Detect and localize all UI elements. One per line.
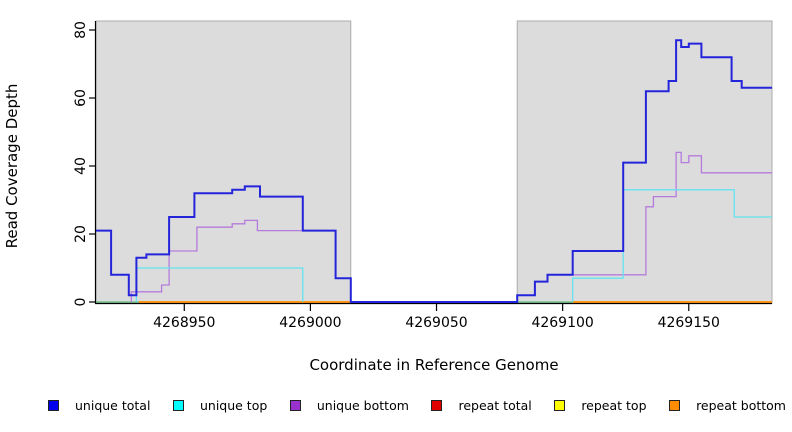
y-tick-label: 0 <box>73 298 89 307</box>
x-tick-label: 4269050 <box>405 315 467 331</box>
y-tick-label: 40 <box>73 157 89 175</box>
legend-label: unique top <box>199 398 268 413</box>
legend-swatch-unique-bottom <box>289 400 301 411</box>
chart-canvas: 0 20 40 60 80 4268950 4269000 4269050 4269100 426… <box>73 20 773 331</box>
legend-swatch-unique-top <box>172 400 184 411</box>
legend-label: unique total <box>75 398 151 413</box>
x-tick-label: 4269100 <box>531 315 593 331</box>
y-axis-title: Read Coverage Depth <box>3 83 21 249</box>
x-tick-label: 4268950 <box>153 315 215 331</box>
legend-item-unique-top: unique top <box>172 398 268 413</box>
x-axis-title: Coordinate in Reference Genome <box>309 356 559 374</box>
series-line-unique-total <box>96 39 772 303</box>
y-tick-label: 80 <box>73 21 89 39</box>
legend-item-unique-bottom: unique bottom <box>289 398 409 413</box>
legend-swatch-repeat-top <box>554 400 566 411</box>
legend-item-unique-total: unique total <box>48 398 150 413</box>
legend-swatch-repeat-total <box>431 400 443 411</box>
legend-item-repeat-total: repeat total <box>431 398 532 413</box>
legend-item-repeat-bottom: repeat bottom <box>669 398 786 413</box>
chart-legend: unique total unique top unique bottom re… <box>48 398 786 413</box>
x-tick-label: 4269000 <box>279 315 341 331</box>
shaded-region <box>95 20 352 304</box>
legend-label: unique bottom <box>316 398 409 413</box>
legend-label: repeat total <box>458 398 532 413</box>
legend-swatch-repeat-bottom <box>669 400 681 411</box>
y-tick-label: 60 <box>73 89 89 107</box>
legend-item-repeat-top: repeat top <box>554 398 647 413</box>
y-tick-label: 20 <box>73 225 89 243</box>
legend-swatch-unique-total <box>48 400 59 411</box>
x-tick-label: 4269150 <box>658 315 720 331</box>
legend-label: repeat bottom <box>696 398 786 413</box>
legend-label: repeat top <box>581 398 647 413</box>
